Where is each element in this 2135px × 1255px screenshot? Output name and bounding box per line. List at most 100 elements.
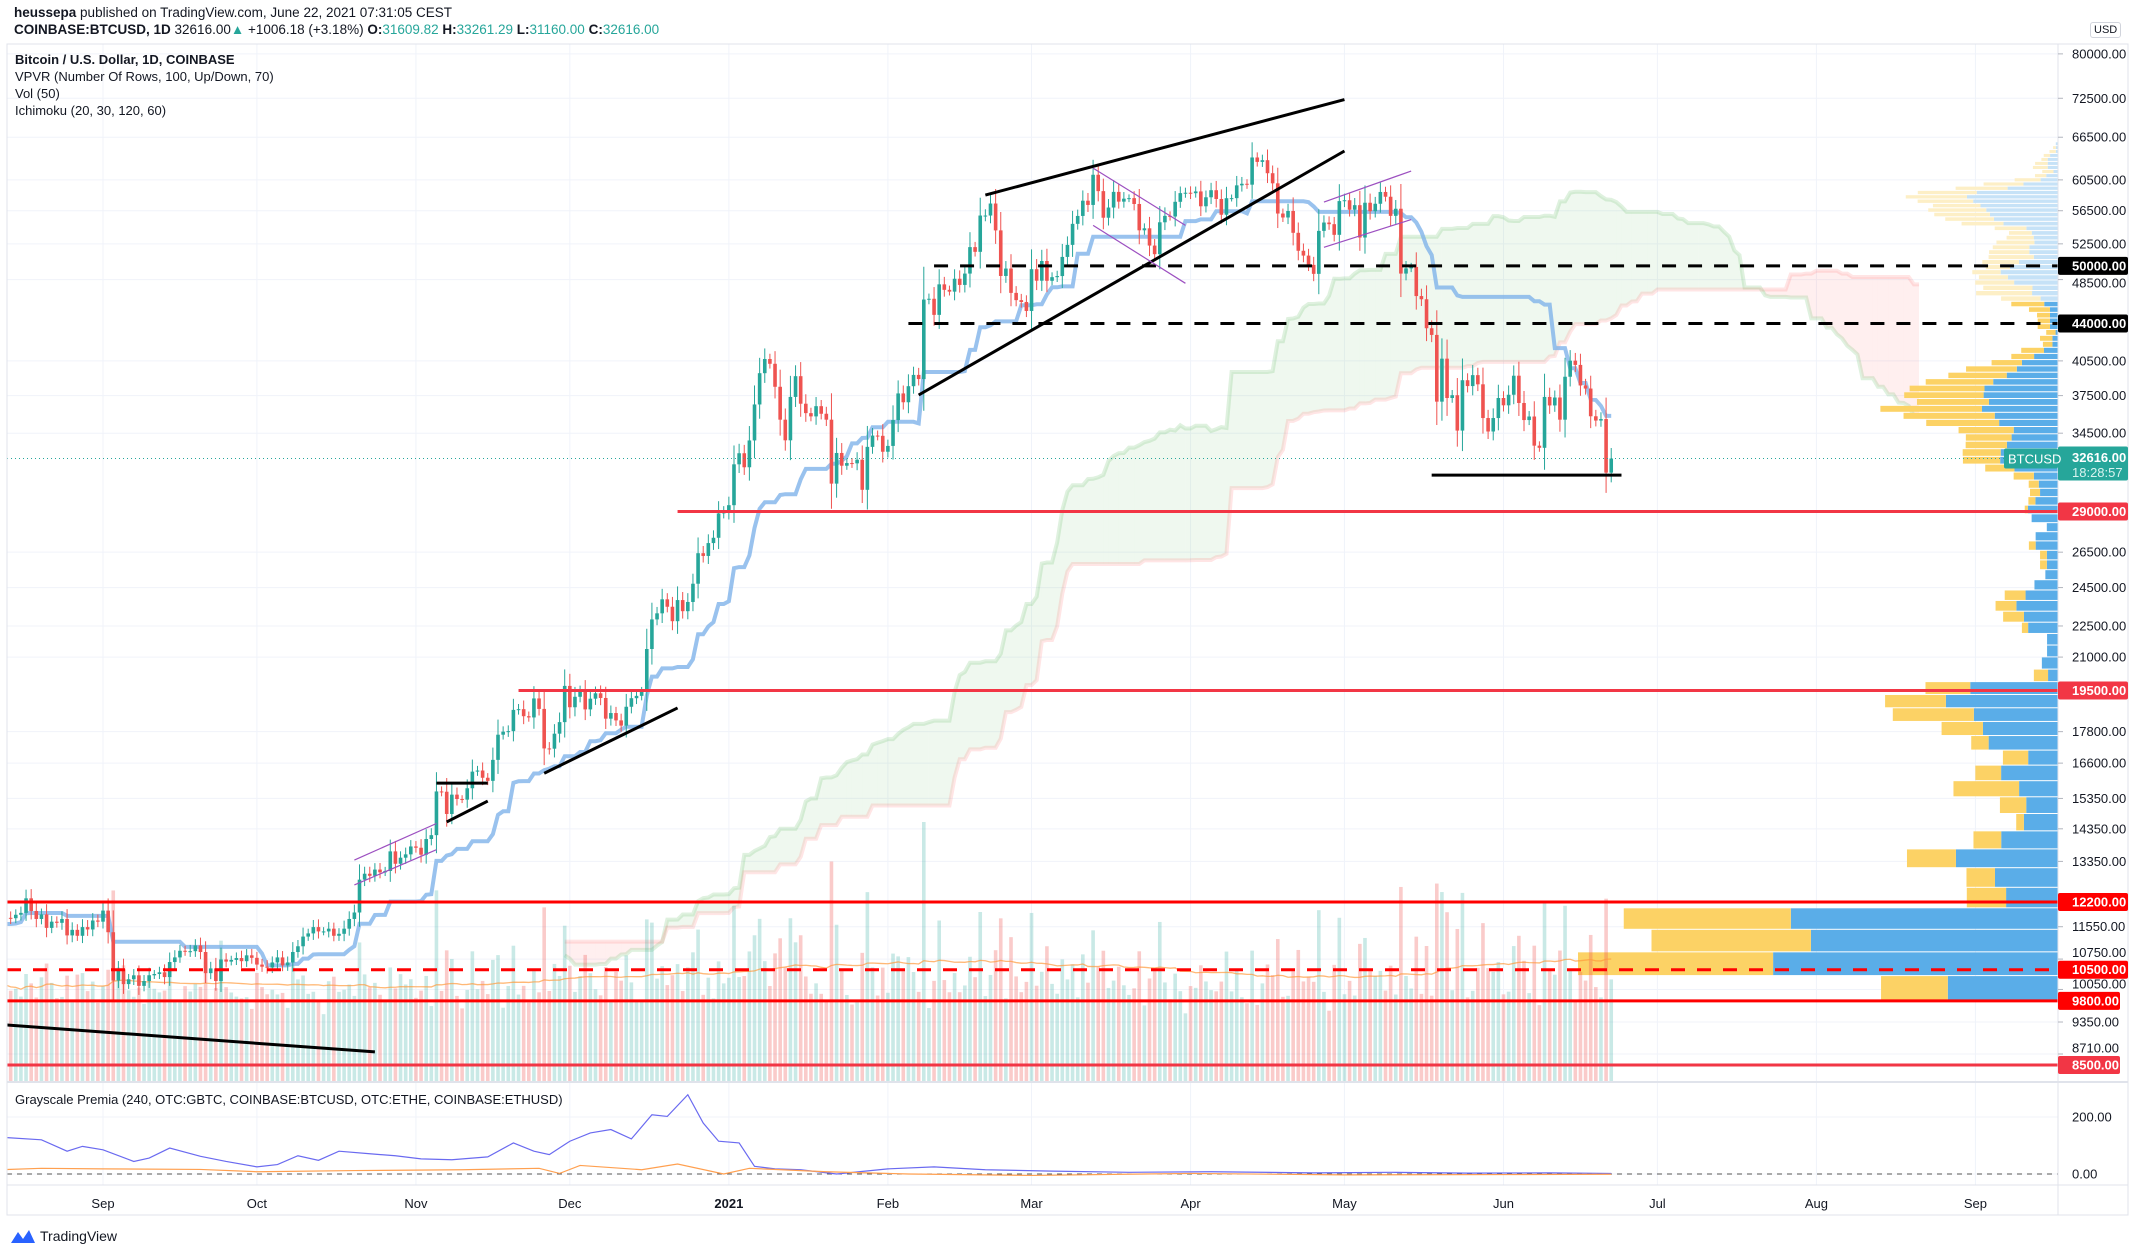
cloud-segment bbox=[1898, 276, 1904, 403]
candle bbox=[1152, 239, 1157, 261]
time-axis[interactable]: Sep Oct Nov Dec 2021 Feb Mar Apr May Jun Jul Aug Sep bbox=[91, 1196, 1987, 1211]
volume-bar bbox=[721, 983, 726, 1082]
candle-body bbox=[1245, 183, 1249, 185]
cloud-segment bbox=[657, 941, 663, 946]
candle bbox=[660, 588, 664, 623]
candle-body bbox=[778, 386, 782, 420]
horizontal-lines[interactable] bbox=[7, 264, 2058, 1067]
volume-bar bbox=[491, 959, 495, 1082]
candle bbox=[1424, 285, 1429, 342]
price-tick-label: 8710.00 bbox=[2072, 1041, 2119, 1056]
cloud-segment bbox=[1847, 273, 1853, 350]
indicator-legend[interactable]: Grayscale Premia (240, OTC:GBTC, COINBAS… bbox=[15, 1092, 563, 1107]
candle bbox=[526, 711, 531, 722]
volume-bar bbox=[875, 995, 880, 1082]
vpvr-row-down bbox=[1651, 929, 1811, 952]
cloud-segment bbox=[944, 720, 950, 806]
volume-bar bbox=[957, 992, 962, 1082]
candle-body bbox=[403, 854, 408, 858]
candle bbox=[609, 705, 613, 726]
volume-bar bbox=[183, 986, 187, 1082]
candle-body bbox=[1522, 402, 1526, 421]
cloud-segment bbox=[903, 727, 909, 806]
volume-bar bbox=[1511, 946, 1516, 1082]
tradingview-logo[interactable]: TradingView bbox=[10, 1228, 117, 1244]
candle-body bbox=[1111, 191, 1116, 208]
candle-body bbox=[1039, 261, 1044, 281]
cloud-segment bbox=[1780, 289, 1786, 297]
vpvr-row-up bbox=[1993, 217, 2058, 221]
trendlines[interactable] bbox=[6, 98, 1622, 1054]
candle bbox=[1178, 186, 1183, 208]
ichimoku-legend[interactable]: Ichimoku (20, 30, 120, 60) bbox=[15, 103, 167, 118]
candle bbox=[978, 197, 983, 269]
candle bbox=[434, 772, 439, 854]
main-series-legend[interactable]: Bitcoin / U.S. Dollar, 1D, COINBASE bbox=[15, 52, 235, 67]
candle-body bbox=[1183, 192, 1188, 194]
cloud-segment bbox=[1026, 604, 1032, 686]
price-axis[interactable]: 80000.00 72500.00 66500.00 60500.00 56500.00… bbox=[2004, 46, 2128, 1182]
candle-body bbox=[655, 613, 659, 620]
volume-bar bbox=[521, 985, 526, 1082]
cloud-segment bbox=[790, 828, 796, 865]
volume-bar bbox=[1424, 945, 1429, 1082]
vpvr-row-up bbox=[1983, 392, 2058, 399]
vpvr-row-down bbox=[1932, 203, 1981, 208]
vpvr-row-down bbox=[2024, 505, 2028, 514]
candle bbox=[552, 724, 557, 758]
price-tick-label: 13350.00 bbox=[2072, 854, 2126, 869]
kijun-line bbox=[7, 199, 1612, 968]
cloud-segment bbox=[831, 775, 837, 826]
candle-body bbox=[1081, 200, 1085, 216]
vpvr-row-down bbox=[1909, 385, 1985, 392]
high-label: H: bbox=[442, 22, 457, 37]
candle bbox=[1609, 447, 1614, 483]
candle bbox=[285, 956, 290, 971]
candle-body bbox=[706, 543, 711, 556]
volume-legend[interactable]: Vol (50) bbox=[15, 86, 60, 101]
candle-body bbox=[798, 376, 803, 404]
vpvr-row-up bbox=[2007, 275, 2058, 280]
cloud-segment bbox=[692, 901, 699, 927]
candle bbox=[19, 906, 23, 921]
vpvr-row-down bbox=[1965, 434, 2012, 441]
volume-bar bbox=[537, 992, 541, 1082]
volume-bar bbox=[568, 965, 572, 1082]
candle bbox=[1163, 207, 1167, 231]
time-tick-label: Aug bbox=[1805, 1196, 1828, 1211]
vpvr-row-up bbox=[2041, 657, 2058, 669]
candle bbox=[373, 863, 377, 882]
candle-body bbox=[1393, 208, 1398, 216]
price-tick-label: 14350.00 bbox=[2072, 821, 2126, 836]
cloud-segment bbox=[1175, 425, 1181, 561]
cloud-segment bbox=[590, 941, 596, 965]
open-label: O: bbox=[367, 22, 383, 37]
candle-body bbox=[1583, 385, 1588, 389]
candle-body bbox=[1573, 360, 1578, 365]
candle-body bbox=[696, 553, 700, 584]
currency-button[interactable]: USD bbox=[2090, 22, 2122, 38]
candle bbox=[942, 276, 947, 297]
candle bbox=[839, 443, 844, 475]
volume-bar bbox=[393, 988, 398, 1082]
volume-bar bbox=[1039, 971, 1044, 1082]
author[interactable]: heussepa bbox=[14, 5, 77, 20]
cloud-segment bbox=[1288, 318, 1294, 421]
cloud-segment bbox=[1754, 287, 1760, 290]
vpvr-legend[interactable]: VPVR (Number Of Rows, 100, Up/Down, 70) bbox=[15, 69, 274, 84]
vpvr-row-up bbox=[2031, 231, 2058, 235]
candle-body bbox=[573, 696, 577, 708]
candle-body bbox=[1552, 397, 1557, 406]
price-change: +1006.18 (+3.18%) bbox=[247, 22, 364, 37]
volume-bar bbox=[609, 1002, 613, 1082]
candle bbox=[1532, 401, 1537, 460]
volume-bar bbox=[34, 997, 39, 1082]
cloud-segment bbox=[1698, 223, 1704, 290]
volume-bar bbox=[839, 969, 844, 1082]
volume-bar bbox=[747, 951, 752, 1082]
cloud-segment bbox=[739, 854, 745, 907]
cloud-segment bbox=[1606, 199, 1612, 321]
vpvr-row-up bbox=[2055, 146, 2058, 150]
vpvr-row-up bbox=[2040, 296, 2058, 301]
